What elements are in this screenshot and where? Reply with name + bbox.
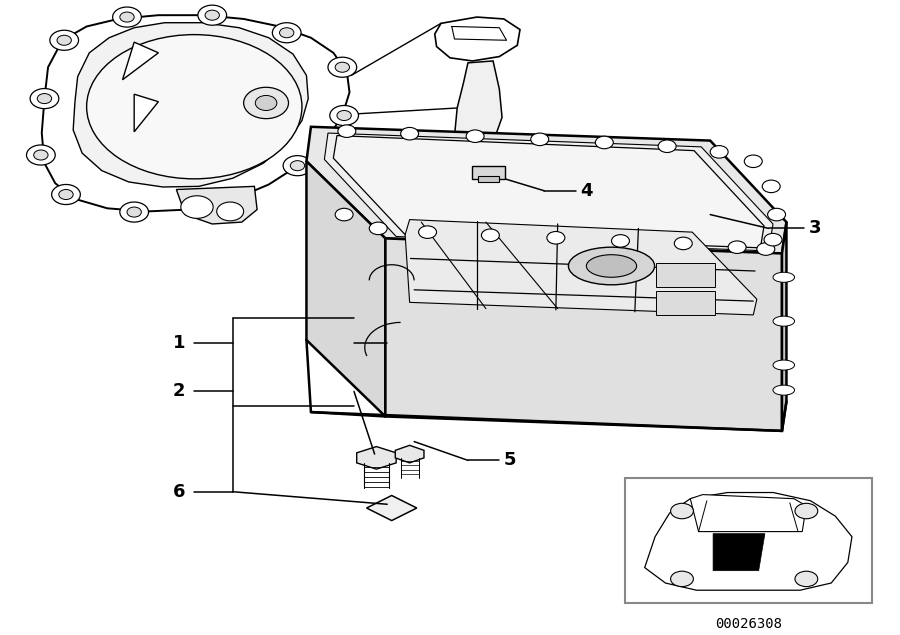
Polygon shape xyxy=(41,15,349,211)
Circle shape xyxy=(51,185,80,204)
Circle shape xyxy=(337,110,351,121)
Circle shape xyxy=(112,7,141,27)
Circle shape xyxy=(57,36,71,45)
Text: 2: 2 xyxy=(173,382,185,401)
Circle shape xyxy=(58,189,73,199)
Circle shape xyxy=(30,88,58,109)
Text: 1: 1 xyxy=(173,334,185,352)
Ellipse shape xyxy=(670,504,693,519)
Circle shape xyxy=(26,145,55,165)
Circle shape xyxy=(280,28,294,37)
Circle shape xyxy=(768,208,786,221)
Circle shape xyxy=(418,226,436,238)
Ellipse shape xyxy=(795,504,818,519)
Circle shape xyxy=(214,197,229,207)
Polygon shape xyxy=(306,161,385,417)
Ellipse shape xyxy=(670,572,693,587)
Circle shape xyxy=(284,156,311,176)
Circle shape xyxy=(531,133,549,145)
Circle shape xyxy=(120,202,148,222)
Ellipse shape xyxy=(795,572,818,587)
Circle shape xyxy=(217,202,244,221)
Circle shape xyxy=(400,128,418,140)
Ellipse shape xyxy=(773,316,795,326)
Circle shape xyxy=(329,105,358,126)
Circle shape xyxy=(547,232,565,244)
Circle shape xyxy=(205,10,220,20)
Text: 5: 5 xyxy=(504,451,517,469)
Ellipse shape xyxy=(773,360,795,370)
Circle shape xyxy=(50,30,78,50)
Ellipse shape xyxy=(86,35,302,179)
Polygon shape xyxy=(134,94,158,132)
Bar xyxy=(656,263,715,286)
Polygon shape xyxy=(385,238,782,431)
Polygon shape xyxy=(306,127,787,253)
Circle shape xyxy=(335,208,353,221)
Polygon shape xyxy=(713,533,765,571)
Circle shape xyxy=(244,87,289,119)
Text: 3: 3 xyxy=(809,219,822,237)
Circle shape xyxy=(120,12,134,22)
Polygon shape xyxy=(333,135,764,248)
Circle shape xyxy=(466,130,484,142)
Circle shape xyxy=(728,241,746,253)
Polygon shape xyxy=(435,17,520,61)
Circle shape xyxy=(744,155,762,168)
Polygon shape xyxy=(690,495,806,531)
Ellipse shape xyxy=(773,385,795,395)
Circle shape xyxy=(710,145,728,158)
Circle shape xyxy=(595,136,613,149)
Ellipse shape xyxy=(587,255,636,277)
Circle shape xyxy=(328,57,356,77)
Polygon shape xyxy=(122,42,158,80)
Polygon shape xyxy=(405,220,757,315)
Circle shape xyxy=(127,207,141,217)
Circle shape xyxy=(256,95,277,110)
Circle shape xyxy=(764,234,782,246)
Circle shape xyxy=(198,5,227,25)
Circle shape xyxy=(611,235,629,247)
Bar xyxy=(656,291,715,315)
Circle shape xyxy=(273,23,302,43)
Circle shape xyxy=(338,125,356,137)
Circle shape xyxy=(181,196,213,218)
Polygon shape xyxy=(395,445,424,463)
Bar xyxy=(472,166,505,180)
Circle shape xyxy=(674,237,692,250)
Ellipse shape xyxy=(569,247,654,285)
Circle shape xyxy=(757,243,775,255)
Polygon shape xyxy=(73,23,308,187)
Circle shape xyxy=(658,140,676,152)
Polygon shape xyxy=(644,493,852,590)
Polygon shape xyxy=(454,61,502,153)
Polygon shape xyxy=(366,495,417,521)
Polygon shape xyxy=(782,222,787,431)
Polygon shape xyxy=(356,446,396,469)
Text: 00026308: 00026308 xyxy=(715,617,782,631)
Circle shape xyxy=(335,62,349,72)
Text: 4: 4 xyxy=(580,182,592,200)
Circle shape xyxy=(291,161,304,171)
Circle shape xyxy=(37,93,51,104)
Circle shape xyxy=(369,222,387,235)
Polygon shape xyxy=(324,133,773,251)
Ellipse shape xyxy=(773,272,795,283)
Polygon shape xyxy=(176,186,257,224)
Text: 6: 6 xyxy=(173,483,185,501)
Bar xyxy=(625,478,872,603)
Circle shape xyxy=(207,192,236,212)
Circle shape xyxy=(482,229,500,241)
Bar xyxy=(478,176,500,182)
Circle shape xyxy=(33,150,48,160)
Circle shape xyxy=(762,180,780,192)
